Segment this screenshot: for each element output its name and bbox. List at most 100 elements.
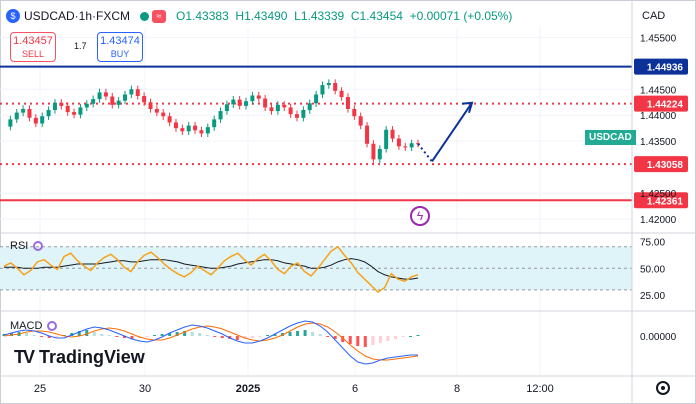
rsi-tick-label: 50.00 [640,264,665,275]
macd-histogram-bar [386,336,390,341]
macd-histogram-bar [363,336,367,347]
macd-histogram-bar [183,331,187,336]
separator: · [74,9,79,23]
sell-button[interactable]: 1.43457 SELL [10,32,56,62]
candle-body [27,108,32,118]
candle-body [161,112,166,117]
gear-icon[interactable] [656,381,670,395]
candle-body [14,112,19,120]
candle-body [384,129,389,149]
candle-body [8,119,13,127]
currency-selector[interactable]: CAD [642,10,666,22]
macd-histogram-bar [235,336,239,340]
macd-line [3,320,418,365]
candle-body [333,83,338,91]
candle-body [40,116,45,124]
candle-body [352,108,357,117]
candle-body [84,103,89,108]
ohlc-values: O1.43383 H1.43490 L1.43339 C1.43454 +0.0… [176,9,512,23]
time-tick-label: 8 [454,383,460,395]
candle-body [110,96,115,105]
macd-histogram-bar [40,336,44,337]
candle-body [116,100,121,105]
interval[interactable]: 1h [78,9,93,23]
macd-histogram-bar [348,336,352,344]
macd-histogram-bar [130,336,134,339]
sell-label: SELL [21,49,45,59]
macd-histogram-bar [326,336,330,337]
candle-body [339,90,344,98]
candle-body [365,125,370,144]
symbol-flag-icon: $ [6,9,20,23]
sell-price: 1.43457 [13,35,53,47]
exchange: FXCM [96,9,131,23]
macd-histogram-bar [401,336,405,337]
macd-histogram-bar [273,334,277,336]
macd-histogram-bar [303,330,307,336]
projection-dotted [417,143,433,163]
logo-text: TradingView [39,347,145,367]
projection-arrowhead [461,101,474,114]
level-tag [634,58,688,75]
macd-histogram-bar [25,333,29,336]
level-tag [634,156,688,173]
candle-body [288,107,293,115]
macd-histogram-bar [107,335,111,336]
candle-body [244,101,249,106]
macd-histogram-bar [318,334,322,336]
flash-icon[interactable]: ϟ [410,206,430,226]
macd-tick-label: 0.00000 [640,332,677,343]
tradingview-mark-icon: TV [14,347,35,367]
candle-body [205,127,210,134]
grid-lines [0,28,632,375]
price-tick-label: 1.44000 [640,111,677,122]
macd-histogram-bar [145,336,149,337]
candle-body [250,95,255,102]
tradingview-logo: TV TradingView [14,347,145,368]
macd-histogram-bar [175,332,179,336]
candle-body [103,92,108,97]
separator: · [92,9,97,23]
candle-body [59,102,64,106]
candle-body [186,125,191,132]
macd-histogram-bar [378,336,382,343]
candle-body [148,102,153,109]
macd-histogram-bar [341,336,345,342]
candle-body [256,95,261,99]
spinner-icon [47,321,58,331]
macd-histogram-bar [153,335,157,336]
open-value: O1.43383 [176,9,229,23]
buy-price: 1.43474 [100,35,140,47]
price-tick-label: 1.44500 [640,85,677,96]
candle-body [345,97,350,109]
candle-body [154,108,159,113]
rsi-legend: RSI [10,240,44,252]
candle-body [224,104,229,112]
candle-body [396,138,401,147]
candle-body [97,92,102,100]
candle-body [326,83,331,86]
candle-body [416,143,420,145]
price-tick-label: 1.42000 [640,215,677,226]
market-status-icon[interactable] [140,11,150,21]
projection-line [431,102,473,163]
rsi-line [3,245,419,293]
macd-histogram-bar [393,336,397,339]
candle-body [123,94,128,101]
macd-title: MACD [10,320,43,332]
candle-body [199,130,204,134]
level-lines: 1.44936 1.44224 1.43058 1.42361 [0,58,688,209]
candle-body [377,148,382,160]
time-tick-label: 6 [352,383,358,395]
wave-icon[interactable]: ≈ [152,9,167,23]
candle-body [91,99,96,104]
candle-body [275,104,280,112]
rsi-tick-label: 25.00 [640,291,665,302]
symbol-name[interactable]: USDCAD [24,9,75,23]
macd-histogram-bar [190,332,194,336]
price-tick-label: 1.42500 [640,189,677,200]
macd-histogram-bar [333,336,337,339]
level-tag [634,192,688,209]
buy-button[interactable]: 1.43474 BUY [97,32,143,62]
